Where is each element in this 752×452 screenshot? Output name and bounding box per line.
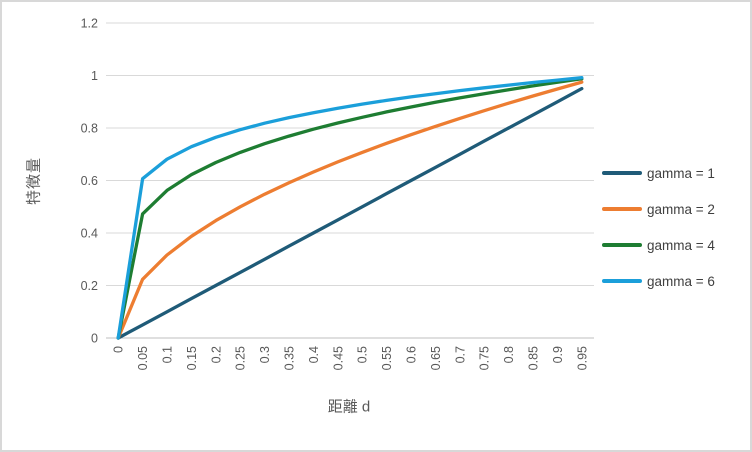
x-tick-label: 0.75 xyxy=(478,346,492,370)
series-line-gamma-4[interactable] xyxy=(116,77,584,340)
series-line-gamma-2[interactable] xyxy=(116,80,584,340)
x-tick-label: 0.05 xyxy=(136,346,150,370)
x-tick-label: 0.1 xyxy=(161,346,175,363)
x-tick-label: 0.5 xyxy=(356,346,370,363)
legend-swatch-line xyxy=(602,171,642,175)
legend-label: gamma = 4 xyxy=(647,237,715,253)
x-tick-label: 0.55 xyxy=(380,346,394,370)
x-tick-label: 0.25 xyxy=(234,346,248,370)
x-tick-label: 0.8 xyxy=(502,346,516,363)
legend-item-gamma-2[interactable]: gamma = 2 xyxy=(602,198,715,220)
y-tick-label: 0.8 xyxy=(81,122,98,136)
y-tick-label: 1.2 xyxy=(81,17,98,31)
x-tick-label: 0.45 xyxy=(331,346,345,370)
legend-swatch-line xyxy=(602,243,642,247)
legend-label: gamma = 1 xyxy=(647,165,715,181)
legend: gamma = 1 gamma = 2 gamma = 4 gamma = 6 xyxy=(602,162,715,292)
y-tick-label: 0.2 xyxy=(81,279,98,293)
x-tick-label: 0.6 xyxy=(405,346,419,363)
x-tick-label: 0.85 xyxy=(527,346,541,370)
y-tick-label: 0 xyxy=(91,332,98,346)
x-tick-label: 0.2 xyxy=(209,346,223,363)
y-tick-label: 0.6 xyxy=(81,174,98,188)
series-line-gamma-6[interactable] xyxy=(116,76,584,340)
legend-swatch-line xyxy=(602,279,642,283)
legend-swatch-line xyxy=(602,207,642,211)
y-tick-label: 0.4 xyxy=(81,227,98,241)
series-line-gamma-1[interactable] xyxy=(116,86,584,340)
x-tick-label: 0.9 xyxy=(551,346,565,363)
y-axis-title: 特徴量 xyxy=(25,156,43,206)
x-tick-label: 0.95 xyxy=(575,346,589,370)
legend-label: gamma = 6 xyxy=(647,273,715,289)
x-tick-label: 0.4 xyxy=(307,346,321,363)
x-tick-label: 0.7 xyxy=(453,346,467,363)
legend-item-gamma-4[interactable]: gamma = 4 xyxy=(602,234,715,256)
legend-label: gamma = 2 xyxy=(647,201,715,217)
x-tick-label: 0.65 xyxy=(429,346,443,370)
x-tick-label: 0.35 xyxy=(283,346,297,370)
y-tick-label: 1 xyxy=(91,69,98,83)
x-tick-label: 0 xyxy=(112,346,126,353)
legend-item-gamma-6[interactable]: gamma = 6 xyxy=(602,270,715,292)
x-axis-title: 距離 d xyxy=(327,398,371,416)
x-tick-label: 0.3 xyxy=(258,346,272,363)
legend-item-gamma-1[interactable]: gamma = 1 xyxy=(602,162,715,184)
x-tick-label: 0.15 xyxy=(185,346,199,370)
